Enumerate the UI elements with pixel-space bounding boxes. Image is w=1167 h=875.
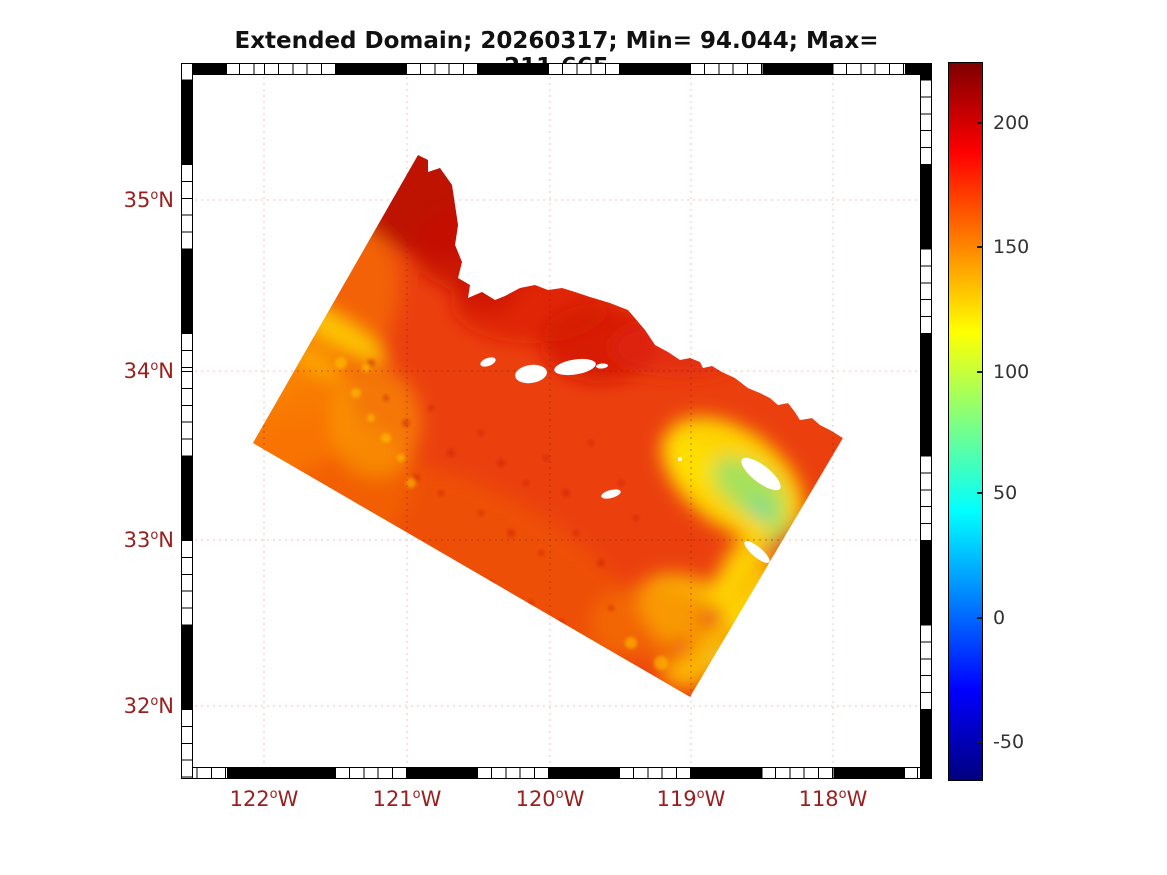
colorbar-tick <box>977 741 983 743</box>
swath-base <box>253 155 843 697</box>
island-santa-barbara <box>678 457 682 461</box>
data-swath <box>253 155 843 697</box>
lon-tick-label: 120oW <box>515 787 585 811</box>
map-plot <box>181 63 932 779</box>
colorbar-tick <box>977 122 983 124</box>
island-san-miguel <box>480 357 496 367</box>
colorbar-tick <box>977 371 983 373</box>
island-san-nicolas <box>601 489 621 499</box>
colorbar-tick <box>977 492 983 494</box>
lon-tick-label: 121oW <box>372 787 442 811</box>
lat-tick-label: 32oN <box>123 694 174 718</box>
lon-tick-label: 118oW <box>798 787 868 811</box>
colorbar-tick <box>977 246 983 248</box>
colorbar-tick-label: 200 <box>993 112 1030 134</box>
colorbar-tick-label: 100 <box>993 361 1030 383</box>
lat-tick-label: 35oN <box>123 188 174 212</box>
island-catalina <box>741 457 781 491</box>
island-santa-cruz <box>554 358 596 376</box>
swath-speckles <box>335 357 668 670</box>
lat-tick-label: 34oN <box>123 359 174 383</box>
lat-tick-label: 33oN <box>123 528 174 552</box>
colorbar-tick-label: 150 <box>993 236 1030 258</box>
island-anacapa <box>596 363 608 369</box>
lon-tick-label: 122oW <box>229 787 299 811</box>
map-frame-top <box>181 63 932 75</box>
map-frame-right <box>920 63 932 779</box>
islands-no-data <box>480 357 781 563</box>
colorbar-tick-label: 0 <box>993 607 1006 629</box>
colorbar-tick-label: 50 <box>993 482 1018 504</box>
colorbar-tick <box>977 617 983 619</box>
colorbar-gradient <box>948 62 983 781</box>
map-canvas <box>183 65 930 777</box>
map-frame-left <box>181 63 193 779</box>
colorbar-tick-label: -50 <box>993 731 1025 753</box>
lon-tick-label: 119oW <box>656 787 726 811</box>
island-san-clemente <box>744 541 770 563</box>
map-frame-bottom <box>181 767 932 779</box>
island-santa-rosa <box>515 364 547 384</box>
